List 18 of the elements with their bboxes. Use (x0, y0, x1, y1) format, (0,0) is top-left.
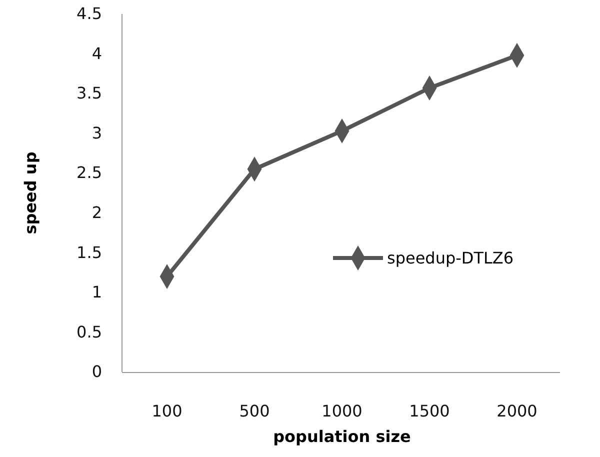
y-tick-label: 2.5 (76, 163, 102, 182)
y-tick-label: 4.5 (76, 4, 102, 24)
y-tick-label: 1 (92, 282, 102, 302)
legend-label: speedup-DTLZ6 (387, 248, 514, 268)
y-tick-label: 2 (92, 203, 102, 222)
y-tick-label: 0 (92, 362, 102, 382)
x-tick-label: 100 (152, 401, 182, 420)
y-tick-label: 3 (92, 123, 102, 142)
y-tick-label: 3.5 (76, 84, 102, 103)
x-tick-label: 1500 (409, 401, 450, 420)
x-axis-title: population size (273, 427, 412, 446)
y-tick-label: 4 (92, 44, 102, 63)
y-tick-label: 1.5 (76, 242, 102, 262)
y-tick-label: 0.5 (76, 322, 102, 342)
x-tick-label: 2000 (496, 401, 538, 420)
y-axis-title: speed up (21, 152, 40, 234)
x-tick-label: 1000 (322, 401, 362, 420)
x-tick-label: 500 (239, 401, 270, 420)
